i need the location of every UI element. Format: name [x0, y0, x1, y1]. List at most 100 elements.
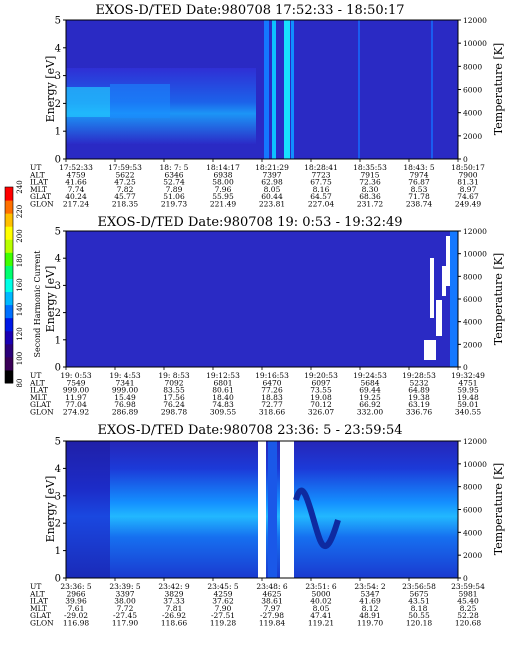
- ephemeris-value: 119.84: [259, 619, 285, 628]
- ephemeris-value: 74.67: [457, 192, 479, 201]
- ephemeris-value: 38.61: [261, 597, 282, 606]
- ephemeris-value: 5981: [458, 589, 477, 598]
- ephemeris-value: 76.87: [408, 178, 430, 187]
- panel-3-title: EXOS-D/TED Date:980708 23:36: 5 - 23:59:…: [98, 423, 403, 438]
- ephemeris-value: 7.90: [215, 604, 232, 613]
- ephemeris-value: 7.82: [117, 185, 134, 194]
- panel-1-ylabel: Energy [eV]: [44, 56, 57, 123]
- ephemeris-value: 227.04: [308, 200, 334, 209]
- ephemeris-value: 7723: [311, 170, 330, 179]
- ephemeris-value: 77.04: [65, 400, 87, 409]
- ephemeris-time-label: 18: 7: 5: [160, 163, 189, 172]
- ephemeris-value: 116.98: [63, 619, 89, 628]
- panel-1: EXOS-D/TED Date:980708 17:52:33 - 18:50:…: [29, 3, 505, 209]
- ephemeris-time-label: 19:20:53: [304, 371, 338, 380]
- ephemeris-value: 7.72: [117, 604, 134, 613]
- ephemeris-value: 318.66: [259, 408, 285, 417]
- temperature-tick-label: 2000: [463, 551, 482, 560]
- ephemeris-value: 119.28: [210, 619, 236, 628]
- panel-3: EXOS-D/TED Date:980708 23:36: 5 - 23:59:…: [29, 423, 505, 628]
- ephemeris-value: 7.96: [215, 185, 232, 194]
- ephemeris-value: 83.55: [163, 386, 185, 395]
- temperature-tick-label: 0: [463, 574, 468, 583]
- ephemeris-time-label: 23:42: 9: [158, 582, 190, 591]
- ephemeris-time-label: 19: 4:53: [109, 371, 141, 380]
- temperature-tick-label: 2000: [463, 340, 482, 349]
- ephemeris-value: 7549: [66, 378, 85, 387]
- ephemeris-value: 221.49: [210, 200, 236, 209]
- panel-1-vertical-streak: [284, 20, 290, 159]
- ephemeris-time-label: 23:39: 5: [109, 582, 141, 591]
- temperature-tick-label: 0: [463, 155, 468, 164]
- colorbar-label: Second Harmonic Current: [33, 250, 42, 358]
- ephemeris-row-label: ILAT: [30, 386, 48, 395]
- temperature-tick-label: 6000: [463, 86, 482, 95]
- panel-3-y2label: Temperature [K]: [492, 463, 505, 555]
- ephemeris-value: 41.66: [65, 178, 87, 187]
- ephemeris-value: 39.96: [65, 597, 87, 606]
- ephemeris-value: 37.62: [212, 597, 234, 606]
- energy-tick-label: 2: [55, 308, 61, 319]
- ephemeris-value: 286.89: [112, 408, 138, 417]
- ephemeris-value: 8.25: [460, 604, 477, 613]
- ephemeris-value: 231.72: [357, 200, 383, 209]
- temperature-tick-label: 6000: [463, 295, 482, 304]
- energy-tick-label: 0: [55, 363, 61, 374]
- energy-tick-label: 5: [55, 437, 61, 448]
- ephemeris-value: 5000: [311, 589, 330, 598]
- ephemeris-value: 7974: [409, 170, 428, 179]
- ephemeris-row-label: UT: [30, 371, 41, 380]
- ephemeris-value: 8.12: [362, 604, 379, 613]
- ephemeris-time-label: 23:51: 6: [305, 582, 337, 591]
- colorbar-ticks: 80 100 120 140 160 180 200 220 240: [16, 180, 24, 387]
- ephemeris-value: 7.81: [166, 604, 183, 613]
- ephemeris-time-label: 23:36: 5: [60, 582, 92, 591]
- ephemeris-row-label: UT: [30, 582, 41, 591]
- ephemeris-value: 17.56: [163, 393, 185, 402]
- panel-3-ylabel: Energy [eV]: [44, 476, 57, 543]
- ephemeris-value: 60.44: [261, 192, 283, 201]
- temperature-tick-label: 10000: [463, 460, 487, 469]
- ephemeris-value: 8.97: [460, 185, 477, 194]
- ephemeris-row-label: GLAT: [30, 400, 51, 409]
- ephemeris-value: 7341: [115, 378, 134, 387]
- ephemeris-value: 223.81: [259, 200, 285, 209]
- ephemeris-value: 119.21: [308, 619, 334, 628]
- ephemeris-value: 62.98: [261, 178, 283, 187]
- panel-1-y2label: Temperature [K]: [492, 43, 505, 135]
- ephemeris-value: 7092: [164, 378, 183, 387]
- panel-2-title: EXOS-D/TED Date:980708 19: 0:53 - 19:32:…: [98, 215, 403, 230]
- colorbar-swatches: [5, 187, 13, 384]
- ephemeris-value: 19.08: [310, 393, 332, 402]
- ephemeris-value: 238.74: [406, 200, 432, 209]
- ephemeris-value: 298.78: [161, 408, 187, 417]
- ephemeris-value: 219.73: [161, 200, 187, 209]
- ephemeris-row-label: GLON: [30, 619, 54, 628]
- ephemeris-value: 120.68: [455, 619, 481, 628]
- ephemeris-value: 72.36: [359, 178, 381, 187]
- ephemeris-value: 70.12: [310, 400, 332, 409]
- panel-1-vertical-streak: [272, 20, 276, 159]
- ephemeris-value: 72.77: [261, 400, 283, 409]
- colorbar-swatch: [5, 265, 13, 279]
- ephemeris-value: 73.55: [310, 386, 332, 395]
- ephemeris-value: 309.55: [210, 408, 236, 417]
- ephemeris-value: 66.92: [359, 400, 381, 409]
- temperature-tick-label: 4000: [463, 528, 482, 537]
- energy-tick-label: 5: [55, 227, 61, 238]
- energy-tick-label: 3: [55, 71, 61, 82]
- ephemeris-value: 58.00: [212, 178, 234, 187]
- ephemeris-value: 7.89: [166, 185, 183, 194]
- ephemeris-time-label: 19:32:49: [451, 371, 485, 380]
- temperature-tick-label: 12000: [463, 437, 487, 446]
- energy-tick-label: 1: [55, 335, 61, 346]
- ephemeris-time-label: 18:21:29: [255, 163, 289, 172]
- colorbar-swatch: [5, 278, 13, 293]
- ephemeris-value: 43.51: [408, 597, 429, 606]
- colorbar-swatch: [5, 187, 13, 201]
- ephemeris-value: 7.74: [68, 185, 85, 194]
- ephemeris-value: 81.31: [457, 178, 478, 187]
- energy-tick-label: 1: [55, 546, 61, 557]
- colorbar-swatch: [5, 356, 13, 371]
- temperature-tick-label: 8000: [463, 272, 482, 281]
